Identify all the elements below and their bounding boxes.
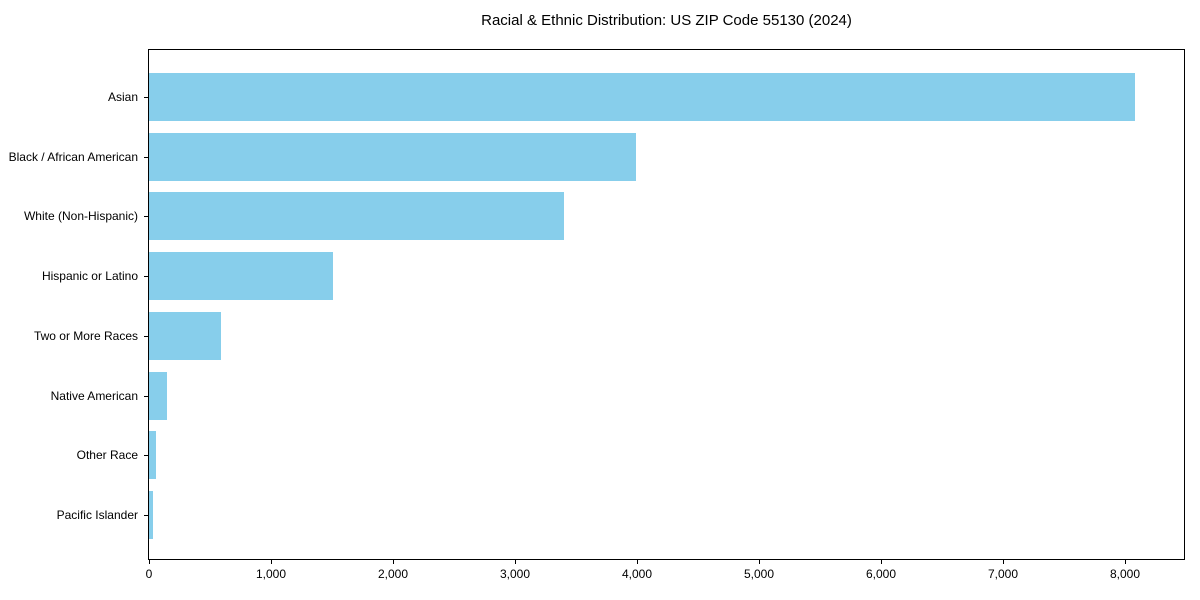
x-tick-mark <box>637 560 638 564</box>
y-axis-label: Black / African American <box>8 149 138 164</box>
bar-other-race <box>149 431 156 480</box>
x-tick-mark <box>393 560 394 564</box>
bar-white-non-hispanic <box>149 192 564 241</box>
y-tick-mark <box>144 216 148 217</box>
x-tick-label: 3,000 <box>499 567 531 581</box>
x-tick-label: 0 <box>145 567 153 581</box>
y-axis-label: Two or More Races <box>33 328 138 343</box>
bar-two-or-more-races <box>149 311 221 360</box>
x-tick-mark <box>881 560 882 564</box>
y-tick-mark <box>144 396 148 397</box>
y-axis-label: Pacific Islander <box>56 507 138 522</box>
x-tick-label: 6,000 <box>865 567 897 581</box>
chart-title: Racial & Ethnic Distribution: US ZIP Cod… <box>481 12 852 29</box>
plot-area <box>148 49 1185 560</box>
x-tick-mark <box>1125 560 1126 564</box>
y-tick-mark <box>144 157 148 158</box>
y-axis-label: White (Non-Hispanic) <box>23 209 138 224</box>
bar-pacific-islander <box>149 490 153 539</box>
x-tick-mark <box>271 560 272 564</box>
x-tick-mark <box>1003 560 1004 564</box>
x-tick-label: 8,000 <box>1109 567 1141 581</box>
y-axis-label: Other Race <box>76 448 138 463</box>
y-axis-label: Hispanic or Latino <box>41 269 138 284</box>
x-tick-mark <box>515 560 516 564</box>
x-tick-label: 2,000 <box>377 567 409 581</box>
x-tick-label: 1,000 <box>255 567 287 581</box>
y-axis-label: Asian <box>107 90 138 104</box>
y-tick-mark <box>144 276 148 277</box>
y-tick-mark <box>144 336 148 337</box>
bar-hispanic-or-latino <box>149 252 333 301</box>
x-tick-mark <box>759 560 760 564</box>
bar-black-african-american <box>149 132 636 181</box>
y-tick-mark <box>144 455 148 456</box>
bar-asian <box>149 73 1135 121</box>
bar-native-american <box>149 371 167 420</box>
y-axis-label: Native American <box>50 388 138 403</box>
x-tick-label: 7,000 <box>987 567 1019 581</box>
x-tick-label: 5,000 <box>743 567 775 581</box>
x-tick-mark <box>149 560 150 564</box>
y-tick-mark <box>144 97 148 98</box>
y-tick-mark <box>144 515 148 516</box>
x-tick-label: 4,000 <box>621 567 653 581</box>
